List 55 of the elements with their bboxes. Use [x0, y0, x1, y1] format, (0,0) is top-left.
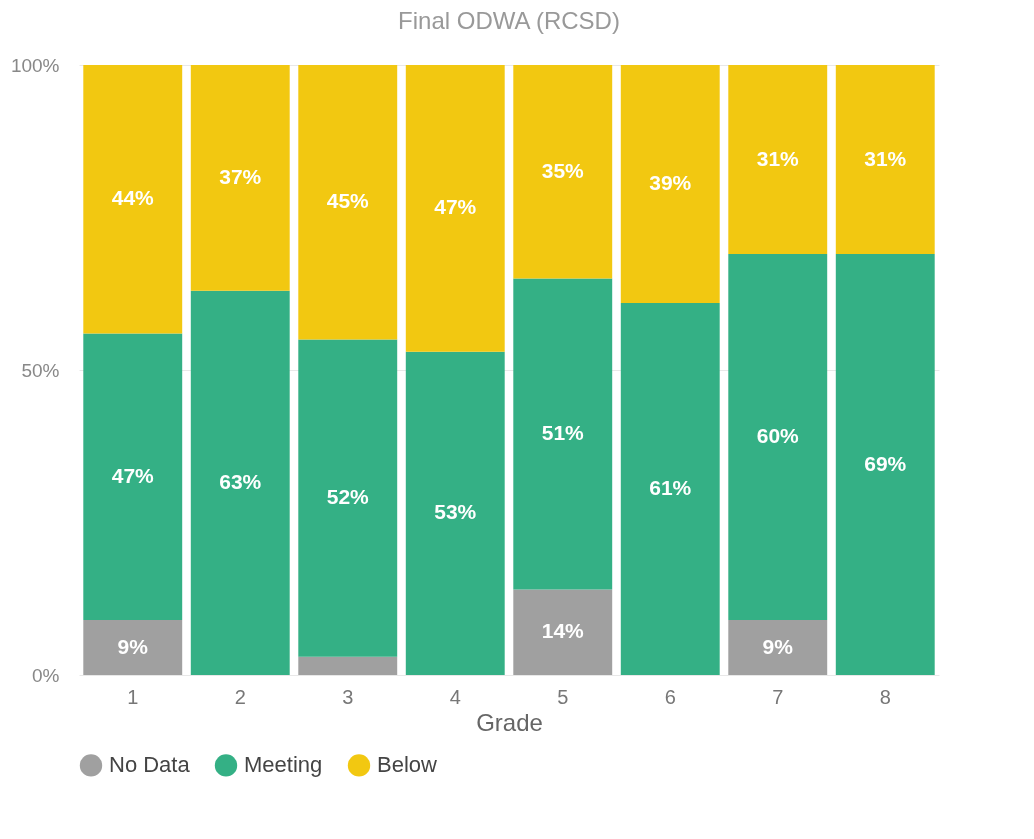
bar	[620, 302, 720, 675]
bar	[405, 65, 505, 352]
legend-label: Meeting	[244, 752, 323, 778]
data-label: 9%	[117, 634, 149, 658]
legend-label: Below	[377, 752, 438, 778]
data-label: 63%	[219, 469, 262, 493]
bar	[728, 620, 828, 675]
data-label: 37%	[219, 164, 262, 188]
data-label: 35%	[541, 158, 585, 182]
bar	[298, 65, 398, 340]
bar	[835, 65, 935, 255]
bar	[83, 333, 183, 621]
bar	[190, 65, 290, 291]
data-label: 53%	[434, 500, 477, 524]
data-label: 14%	[541, 619, 585, 643]
x-tick-label: 4	[449, 685, 461, 708]
bar	[835, 254, 935, 675]
data-label: 52%	[326, 485, 370, 509]
data-label: 9%	[762, 634, 794, 658]
bar	[405, 351, 505, 675]
bar	[83, 620, 183, 675]
data-label: 31%	[756, 146, 800, 170]
data-label: 44%	[111, 186, 155, 210]
bar	[728, 254, 828, 621]
bar	[728, 65, 828, 255]
y-tick-label: 50%	[21, 359, 60, 381]
x-tick-label: 8	[879, 685, 891, 708]
x-axis-title: Grade	[476, 708, 543, 736]
bar	[83, 65, 183, 334]
bar	[513, 65, 613, 279]
bar	[620, 65, 720, 303]
legend-label: No Data	[109, 752, 191, 778]
x-tick-label: 3	[342, 685, 354, 708]
data-label: 51%	[541, 421, 585, 445]
data-label: 47%	[111, 463, 155, 487]
data-label: 61%	[649, 475, 692, 499]
data-label: 47%	[434, 195, 477, 219]
x-tick-label: 1	[127, 685, 139, 708]
chart-title: Final ODWA (RCSD)	[398, 7, 620, 34]
x-tick-label: 7	[772, 685, 784, 708]
bar	[190, 290, 290, 675]
bar	[513, 589, 613, 675]
x-tick-label: 5	[557, 685, 569, 708]
y-tick-label: 100%	[10, 54, 60, 76]
x-tick-label: 6	[664, 685, 676, 708]
data-label: 69%	[864, 451, 907, 475]
bar	[298, 339, 398, 657]
bar	[513, 278, 613, 590]
data-label: 45%	[326, 189, 370, 213]
y-tick-label: 0%	[32, 664, 60, 686]
data-label: 31%	[864, 146, 907, 170]
x-tick-label: 2	[234, 685, 246, 708]
bar	[298, 656, 398, 675]
data-label: 39%	[649, 170, 692, 194]
data-label: 60%	[756, 424, 800, 448]
